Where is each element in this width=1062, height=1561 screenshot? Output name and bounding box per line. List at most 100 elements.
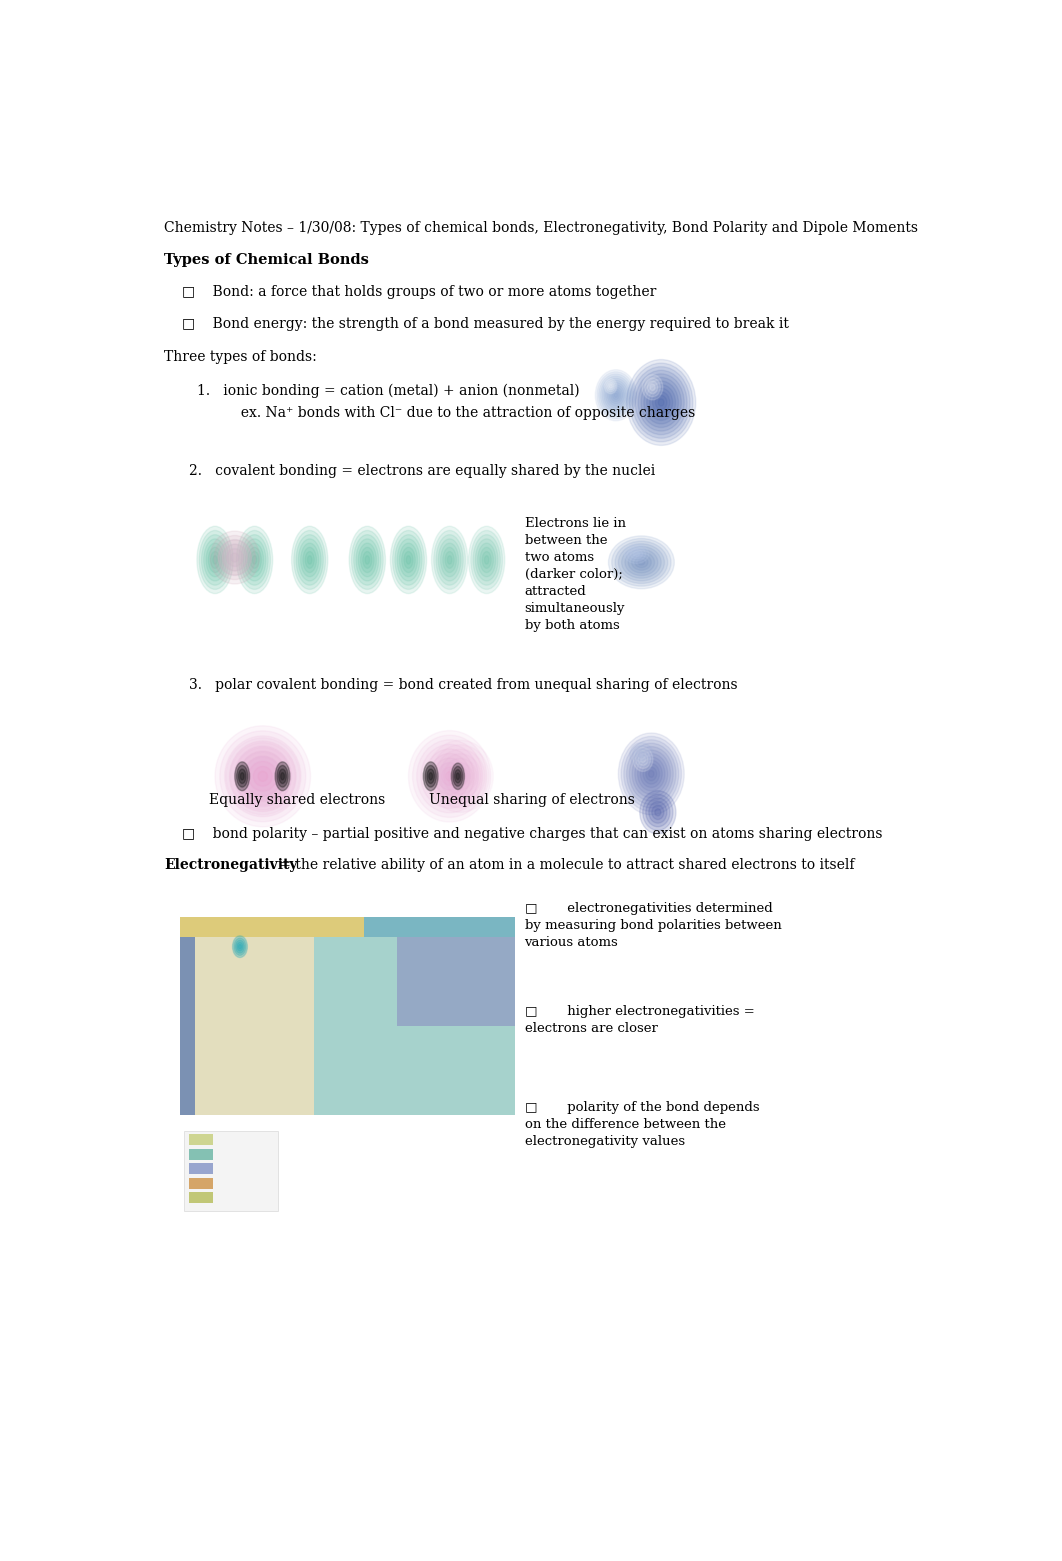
Ellipse shape (235, 748, 291, 805)
Ellipse shape (618, 734, 684, 815)
Ellipse shape (606, 381, 615, 392)
Ellipse shape (240, 773, 244, 780)
Ellipse shape (275, 762, 290, 791)
Ellipse shape (648, 381, 657, 393)
Ellipse shape (416, 740, 482, 813)
Ellipse shape (241, 535, 268, 585)
Ellipse shape (476, 539, 498, 581)
Ellipse shape (627, 359, 696, 445)
Ellipse shape (638, 560, 645, 565)
Ellipse shape (445, 551, 455, 568)
Ellipse shape (650, 384, 655, 390)
Ellipse shape (624, 545, 649, 564)
Text: Electronegativity: Electronegativity (164, 859, 297, 873)
Ellipse shape (639, 791, 675, 834)
Ellipse shape (222, 545, 247, 571)
Ellipse shape (253, 556, 257, 564)
Ellipse shape (604, 379, 617, 393)
Ellipse shape (349, 526, 386, 593)
Text: 2.   covalent bonding = electrons are equally shared by the nuclei: 2. covalent bonding = electrons are equa… (189, 464, 655, 478)
Ellipse shape (249, 762, 277, 791)
Ellipse shape (650, 389, 672, 417)
Ellipse shape (658, 400, 664, 406)
Ellipse shape (630, 549, 643, 559)
Ellipse shape (210, 531, 259, 584)
Ellipse shape (401, 548, 415, 573)
Ellipse shape (643, 375, 663, 400)
Ellipse shape (484, 556, 489, 564)
Ellipse shape (296, 535, 323, 585)
Ellipse shape (640, 757, 646, 762)
Ellipse shape (425, 749, 475, 804)
Ellipse shape (457, 773, 460, 779)
Ellipse shape (429, 754, 470, 799)
Ellipse shape (206, 543, 224, 576)
Ellipse shape (433, 531, 465, 590)
Ellipse shape (406, 556, 411, 564)
Ellipse shape (230, 553, 239, 562)
Ellipse shape (245, 543, 263, 576)
Ellipse shape (254, 766, 272, 785)
Ellipse shape (600, 376, 631, 414)
Ellipse shape (427, 770, 434, 784)
Ellipse shape (633, 551, 639, 556)
Bar (189, 1193, 213, 1204)
Ellipse shape (473, 535, 500, 585)
Ellipse shape (455, 770, 461, 784)
Ellipse shape (243, 756, 281, 796)
Ellipse shape (253, 766, 272, 787)
Ellipse shape (429, 773, 432, 780)
Text: □       polarity of the bond depends
on the difference between the
electronegati: □ polarity of the bond depends on the di… (525, 1101, 759, 1147)
Ellipse shape (618, 543, 665, 581)
Ellipse shape (647, 384, 675, 420)
Ellipse shape (226, 738, 299, 815)
Ellipse shape (649, 771, 654, 777)
Ellipse shape (239, 944, 241, 949)
Ellipse shape (427, 740, 493, 812)
Ellipse shape (607, 382, 614, 390)
Bar (189, 1177, 213, 1189)
Ellipse shape (292, 526, 328, 593)
Ellipse shape (655, 395, 667, 409)
Ellipse shape (636, 751, 650, 768)
Ellipse shape (294, 531, 326, 590)
Ellipse shape (457, 771, 464, 780)
Ellipse shape (233, 937, 247, 957)
Ellipse shape (655, 809, 661, 816)
Ellipse shape (641, 378, 682, 428)
Ellipse shape (640, 760, 663, 787)
Ellipse shape (239, 770, 246, 784)
Ellipse shape (637, 757, 665, 791)
Ellipse shape (604, 381, 628, 411)
Ellipse shape (638, 754, 648, 765)
Text: Electrons lie in
between the
two atoms
(darker color);
attracted
simultaneously
: Electrons lie in between the two atoms (… (525, 517, 626, 632)
Ellipse shape (219, 540, 252, 576)
Ellipse shape (613, 390, 619, 400)
Ellipse shape (303, 548, 316, 573)
Ellipse shape (611, 389, 621, 401)
Bar (179, 937, 194, 1115)
Ellipse shape (621, 737, 682, 812)
Ellipse shape (624, 549, 657, 576)
Ellipse shape (356, 539, 379, 581)
Ellipse shape (452, 766, 463, 787)
Ellipse shape (399, 543, 417, 576)
Bar (364, 916, 515, 937)
Ellipse shape (391, 526, 427, 593)
Ellipse shape (599, 375, 633, 417)
Ellipse shape (602, 378, 630, 412)
Ellipse shape (236, 940, 244, 954)
Ellipse shape (424, 762, 439, 791)
Ellipse shape (215, 535, 255, 579)
Ellipse shape (605, 382, 627, 407)
Ellipse shape (609, 387, 622, 404)
Bar (189, 1135, 213, 1146)
Ellipse shape (646, 766, 656, 780)
Text: □    Bond: a force that holds groups of two or more atoms together: □ Bond: a force that holds groups of two… (183, 284, 656, 298)
Ellipse shape (439, 539, 461, 581)
Ellipse shape (354, 535, 381, 585)
Ellipse shape (633, 748, 653, 771)
Ellipse shape (208, 548, 222, 573)
Ellipse shape (215, 726, 310, 827)
Ellipse shape (645, 378, 661, 396)
